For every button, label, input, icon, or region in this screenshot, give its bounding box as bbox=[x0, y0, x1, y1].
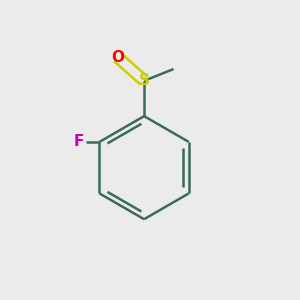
Text: F: F bbox=[74, 134, 84, 149]
Text: S: S bbox=[139, 73, 150, 88]
Text: O: O bbox=[111, 50, 124, 65]
